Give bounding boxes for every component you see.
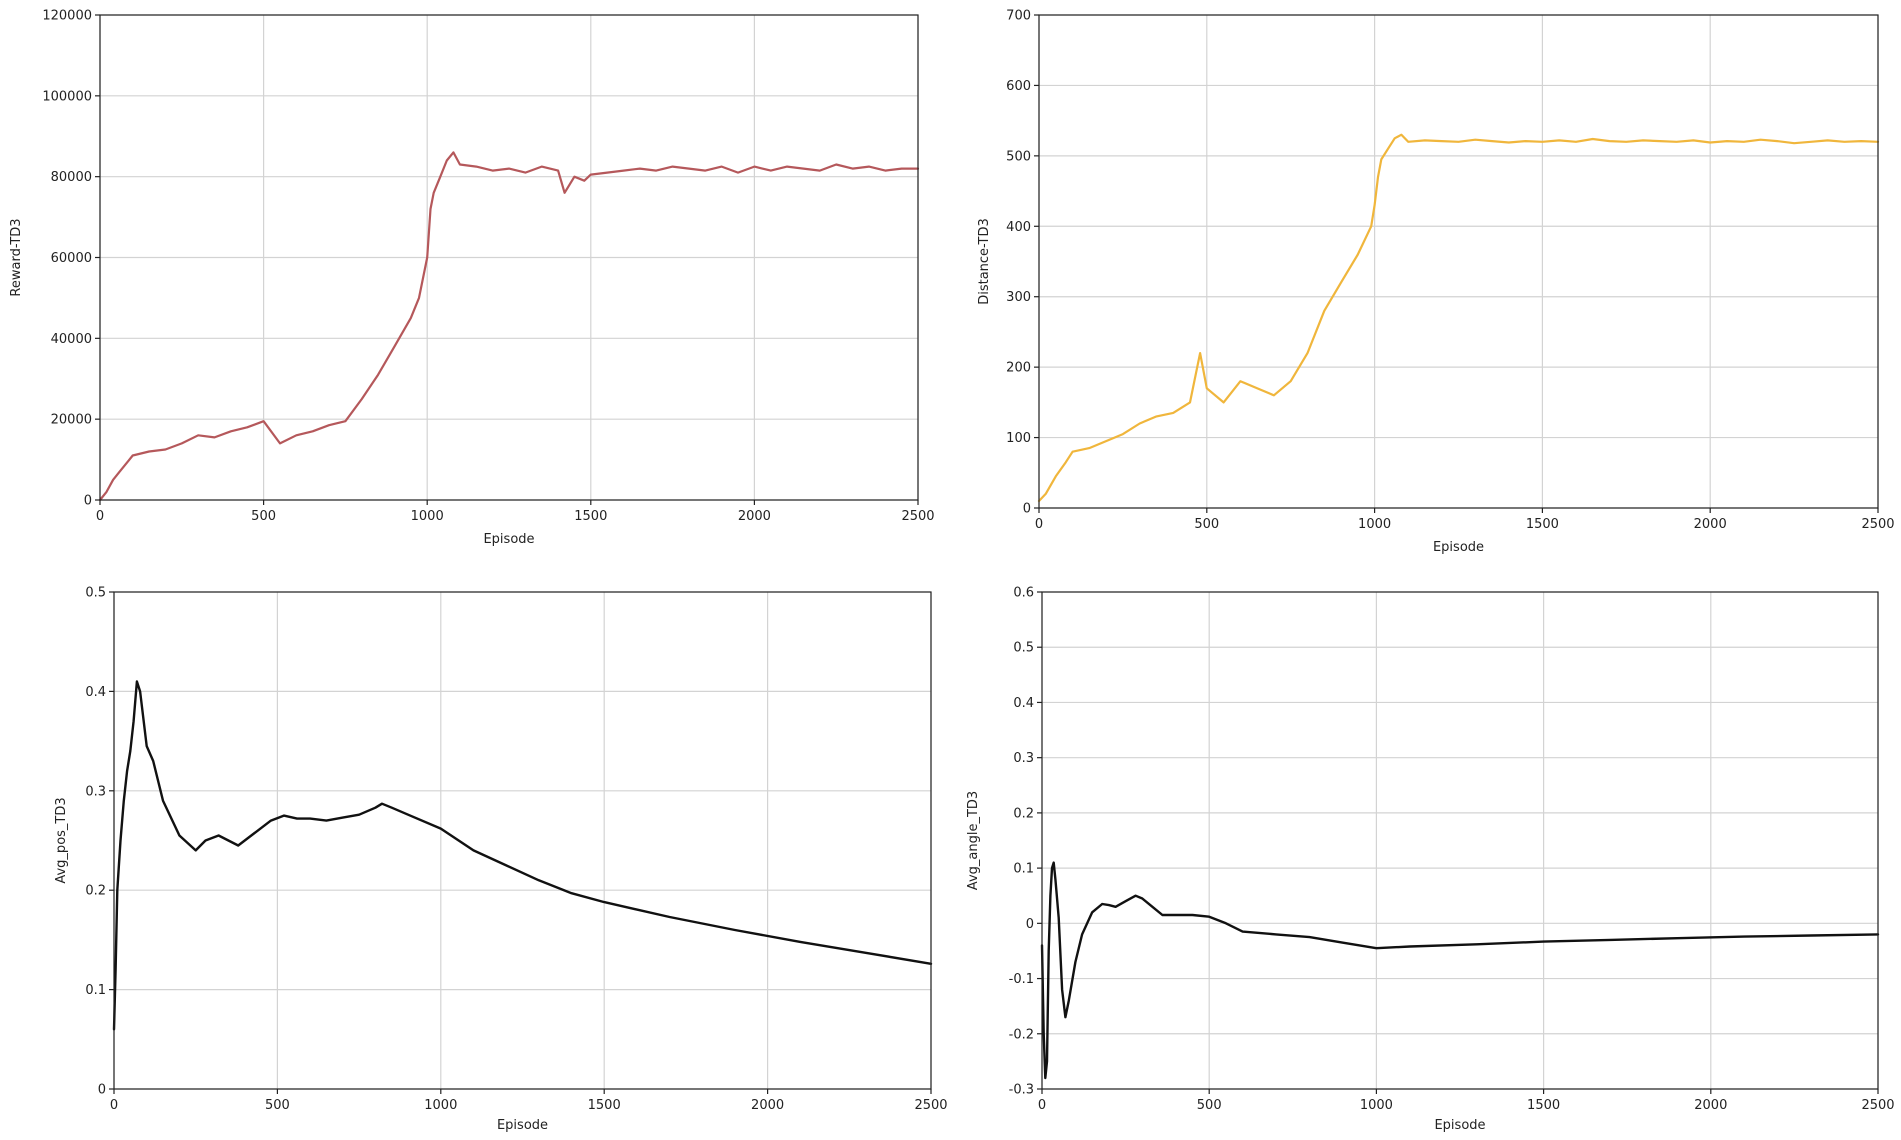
- x-tick-label: 0: [110, 1098, 118, 1113]
- y-tick-label: 0: [98, 1083, 106, 1098]
- x-tick-label: 500: [265, 1098, 290, 1113]
- x-tick-label: 0: [96, 509, 104, 524]
- y-tick-label: 120000: [42, 9, 92, 24]
- plot-frame: [1038, 14, 1879, 509]
- x-tick-label: 1000: [424, 1098, 457, 1113]
- x-tick-label: 500: [1194, 517, 1219, 532]
- x-tick-label: 2000: [738, 509, 771, 524]
- y-axis-label: Distance-TD3: [977, 218, 992, 305]
- y-tick-label: 0.3: [1013, 751, 1034, 766]
- reward-panel: 0 500 1000 1500 2000 2500 0 20000 40000 60000 8000…: [9, 9, 935, 548]
- x-tick-label: 2500: [1861, 517, 1894, 532]
- y-tick-label: 500: [1006, 149, 1031, 164]
- y-tick-label: 0.2: [85, 884, 106, 899]
- y-tick-label: 300: [1006, 290, 1031, 305]
- series-line: [1037, 133, 1880, 503]
- x-axis-label: Episode: [1434, 1118, 1485, 1133]
- y-tick-label: 0.5: [1013, 641, 1034, 656]
- y-tick-label: 400: [1006, 220, 1031, 235]
- x-tick-label: 1000: [411, 509, 444, 524]
- x-tick-label: 1500: [1527, 1098, 1560, 1113]
- x-tick-label: 1500: [574, 509, 607, 524]
- y-tick-label: 60000: [51, 251, 92, 266]
- avg-pos-panel: 0 500 1000 1500 2000 2500 0 0.1 0.2 0.3 0.4 0.5 Epis…: [54, 586, 948, 1134]
- x-axis-label: Episode: [1433, 540, 1484, 555]
- series-line: [98, 151, 920, 502]
- x-tick-label: 2500: [914, 1098, 947, 1113]
- x-tick-label: 1500: [1526, 517, 1559, 532]
- y-tick-label: 600: [1006, 79, 1031, 94]
- plot-frame: [1041, 591, 1879, 1090]
- x-tick-label: 1000: [1358, 517, 1391, 532]
- y-tick-label: 0.1: [1013, 862, 1034, 877]
- y-tick-label: 0.4: [1013, 696, 1034, 711]
- y-tick-label: 100: [1006, 431, 1031, 446]
- y-tick-label: 0.6: [1013, 586, 1034, 601]
- plot-frame: [113, 591, 932, 1090]
- x-tick-label: 500: [251, 509, 276, 524]
- x-tick-label: 2000: [1694, 1098, 1727, 1113]
- y-tick-label: 0: [1023, 502, 1031, 517]
- series-line: [112, 680, 933, 1031]
- x-tick-label: 0: [1038, 1098, 1046, 1113]
- y-tick-label: 200: [1006, 361, 1031, 376]
- y-tick-label: -0.2: [1009, 1027, 1034, 1042]
- y-tick-label: 0: [1026, 917, 1034, 932]
- y-tick-label: 0.2: [1013, 806, 1034, 821]
- y-tick-label: 100000: [42, 89, 92, 104]
- x-axis-label: Episode: [497, 1118, 548, 1133]
- y-tick-label: -0.1: [1009, 972, 1034, 987]
- x-tick-label: 2000: [1694, 517, 1727, 532]
- y-tick-label: -0.3: [1009, 1083, 1034, 1098]
- distance-panel: 0 500 1000 1500 2000 2500 0 100 200 300 400 500 600 7…: [977, 9, 1895, 556]
- y-tick-label: 0.4: [85, 685, 106, 700]
- y-axis-label: Avg_pos_TD3: [54, 797, 69, 883]
- y-tick-label: 700: [1006, 9, 1031, 24]
- x-tick-label: 1500: [588, 1098, 621, 1113]
- x-tick-label: 500: [1197, 1098, 1222, 1113]
- x-tick-label: 1000: [1360, 1098, 1393, 1113]
- y-tick-label: 40000: [51, 332, 92, 347]
- x-tick-label: 2000: [751, 1098, 784, 1113]
- y-tick-label: 0.5: [85, 586, 106, 601]
- series-line: [1040, 861, 1880, 1080]
- avg-angle-panel: 0 500 1000 1500 2000 2500 -0.3 -0.2 -0.1 0 0.1 0.2 0…: [966, 586, 1895, 1134]
- x-tick-label: 2500: [1861, 1098, 1894, 1113]
- y-tick-label: 0: [84, 494, 92, 509]
- y-tick-label: 80000: [51, 170, 92, 185]
- y-axis-label: Avg_angle_TD3: [966, 791, 981, 890]
- x-tick-label: 2500: [901, 509, 934, 524]
- y-tick-label: 20000: [51, 413, 92, 428]
- y-tick-label: 0.3: [85, 784, 106, 799]
- y-axis-label: Reward-TD3: [9, 218, 24, 296]
- y-tick-label: 0.1: [85, 983, 106, 998]
- x-tick-label: 0: [1035, 517, 1043, 532]
- x-axis-label: Episode: [483, 532, 534, 547]
